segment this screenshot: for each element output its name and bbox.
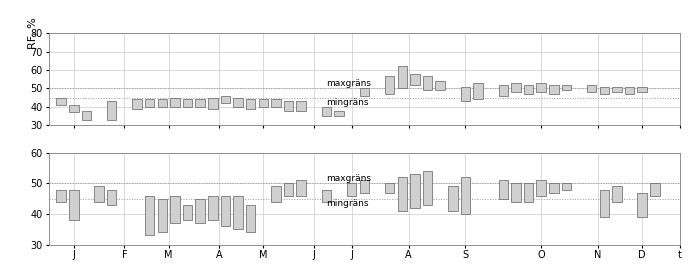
Bar bbox=[246, 205, 255, 232]
Bar bbox=[107, 101, 117, 120]
Bar bbox=[271, 187, 280, 202]
Bar bbox=[56, 98, 66, 105]
Bar bbox=[461, 87, 470, 101]
Bar bbox=[385, 76, 394, 94]
Bar bbox=[259, 100, 268, 107]
Bar bbox=[196, 100, 205, 107]
Bar bbox=[561, 183, 571, 190]
Bar bbox=[82, 111, 91, 120]
Bar bbox=[435, 81, 445, 90]
Bar bbox=[398, 66, 407, 88]
Bar bbox=[600, 190, 609, 217]
Bar bbox=[638, 87, 647, 92]
Bar bbox=[359, 180, 369, 193]
Bar bbox=[600, 87, 609, 94]
Bar bbox=[170, 196, 180, 223]
Text: mingräns: mingräns bbox=[326, 98, 369, 107]
Bar bbox=[183, 205, 192, 220]
Bar bbox=[638, 193, 647, 217]
Bar bbox=[145, 100, 154, 107]
Bar bbox=[612, 187, 622, 202]
Bar bbox=[549, 183, 559, 193]
Bar bbox=[183, 100, 192, 107]
Bar bbox=[498, 180, 508, 199]
Bar bbox=[94, 187, 104, 202]
Bar bbox=[158, 199, 167, 232]
Bar bbox=[359, 88, 369, 96]
Bar bbox=[385, 183, 394, 193]
Bar bbox=[271, 100, 280, 107]
Bar bbox=[549, 85, 559, 94]
Bar bbox=[587, 85, 596, 92]
Bar bbox=[296, 101, 306, 111]
Bar bbox=[398, 177, 407, 211]
Bar bbox=[511, 83, 520, 92]
Bar bbox=[158, 100, 167, 107]
Bar bbox=[221, 96, 230, 103]
Bar bbox=[221, 196, 230, 226]
Bar bbox=[107, 190, 117, 205]
Text: maxgräns: maxgräns bbox=[326, 174, 371, 183]
Bar bbox=[196, 199, 205, 223]
Bar bbox=[650, 183, 659, 196]
Bar bbox=[145, 196, 154, 235]
Bar bbox=[524, 85, 533, 94]
Bar bbox=[448, 187, 457, 211]
Bar bbox=[335, 111, 344, 116]
Bar bbox=[524, 183, 533, 202]
Bar bbox=[69, 105, 78, 112]
Bar bbox=[536, 180, 546, 196]
Bar bbox=[612, 87, 622, 92]
Bar bbox=[246, 100, 255, 109]
Bar bbox=[233, 196, 243, 229]
Bar bbox=[208, 196, 217, 220]
Bar bbox=[296, 180, 306, 196]
Bar bbox=[423, 171, 432, 205]
Bar bbox=[561, 85, 571, 90]
Bar bbox=[233, 98, 243, 107]
Bar bbox=[322, 190, 331, 202]
Y-axis label: RF, %: RF, % bbox=[28, 18, 38, 49]
Bar bbox=[461, 177, 470, 214]
Bar bbox=[133, 100, 142, 109]
Bar bbox=[284, 101, 294, 111]
Text: maxgräns: maxgräns bbox=[326, 80, 371, 88]
Bar bbox=[625, 87, 634, 94]
Bar bbox=[423, 76, 432, 90]
Bar bbox=[511, 183, 520, 202]
Bar bbox=[284, 183, 294, 196]
Bar bbox=[410, 74, 420, 85]
Text: mingräns: mingräns bbox=[326, 199, 369, 208]
Bar bbox=[56, 190, 66, 202]
Bar bbox=[473, 83, 483, 100]
Bar bbox=[347, 183, 357, 196]
Bar bbox=[322, 107, 331, 116]
Bar bbox=[498, 85, 508, 96]
Bar bbox=[410, 174, 420, 208]
Bar bbox=[170, 98, 180, 107]
Bar bbox=[208, 98, 217, 109]
Bar bbox=[69, 190, 78, 220]
Bar bbox=[536, 83, 546, 92]
